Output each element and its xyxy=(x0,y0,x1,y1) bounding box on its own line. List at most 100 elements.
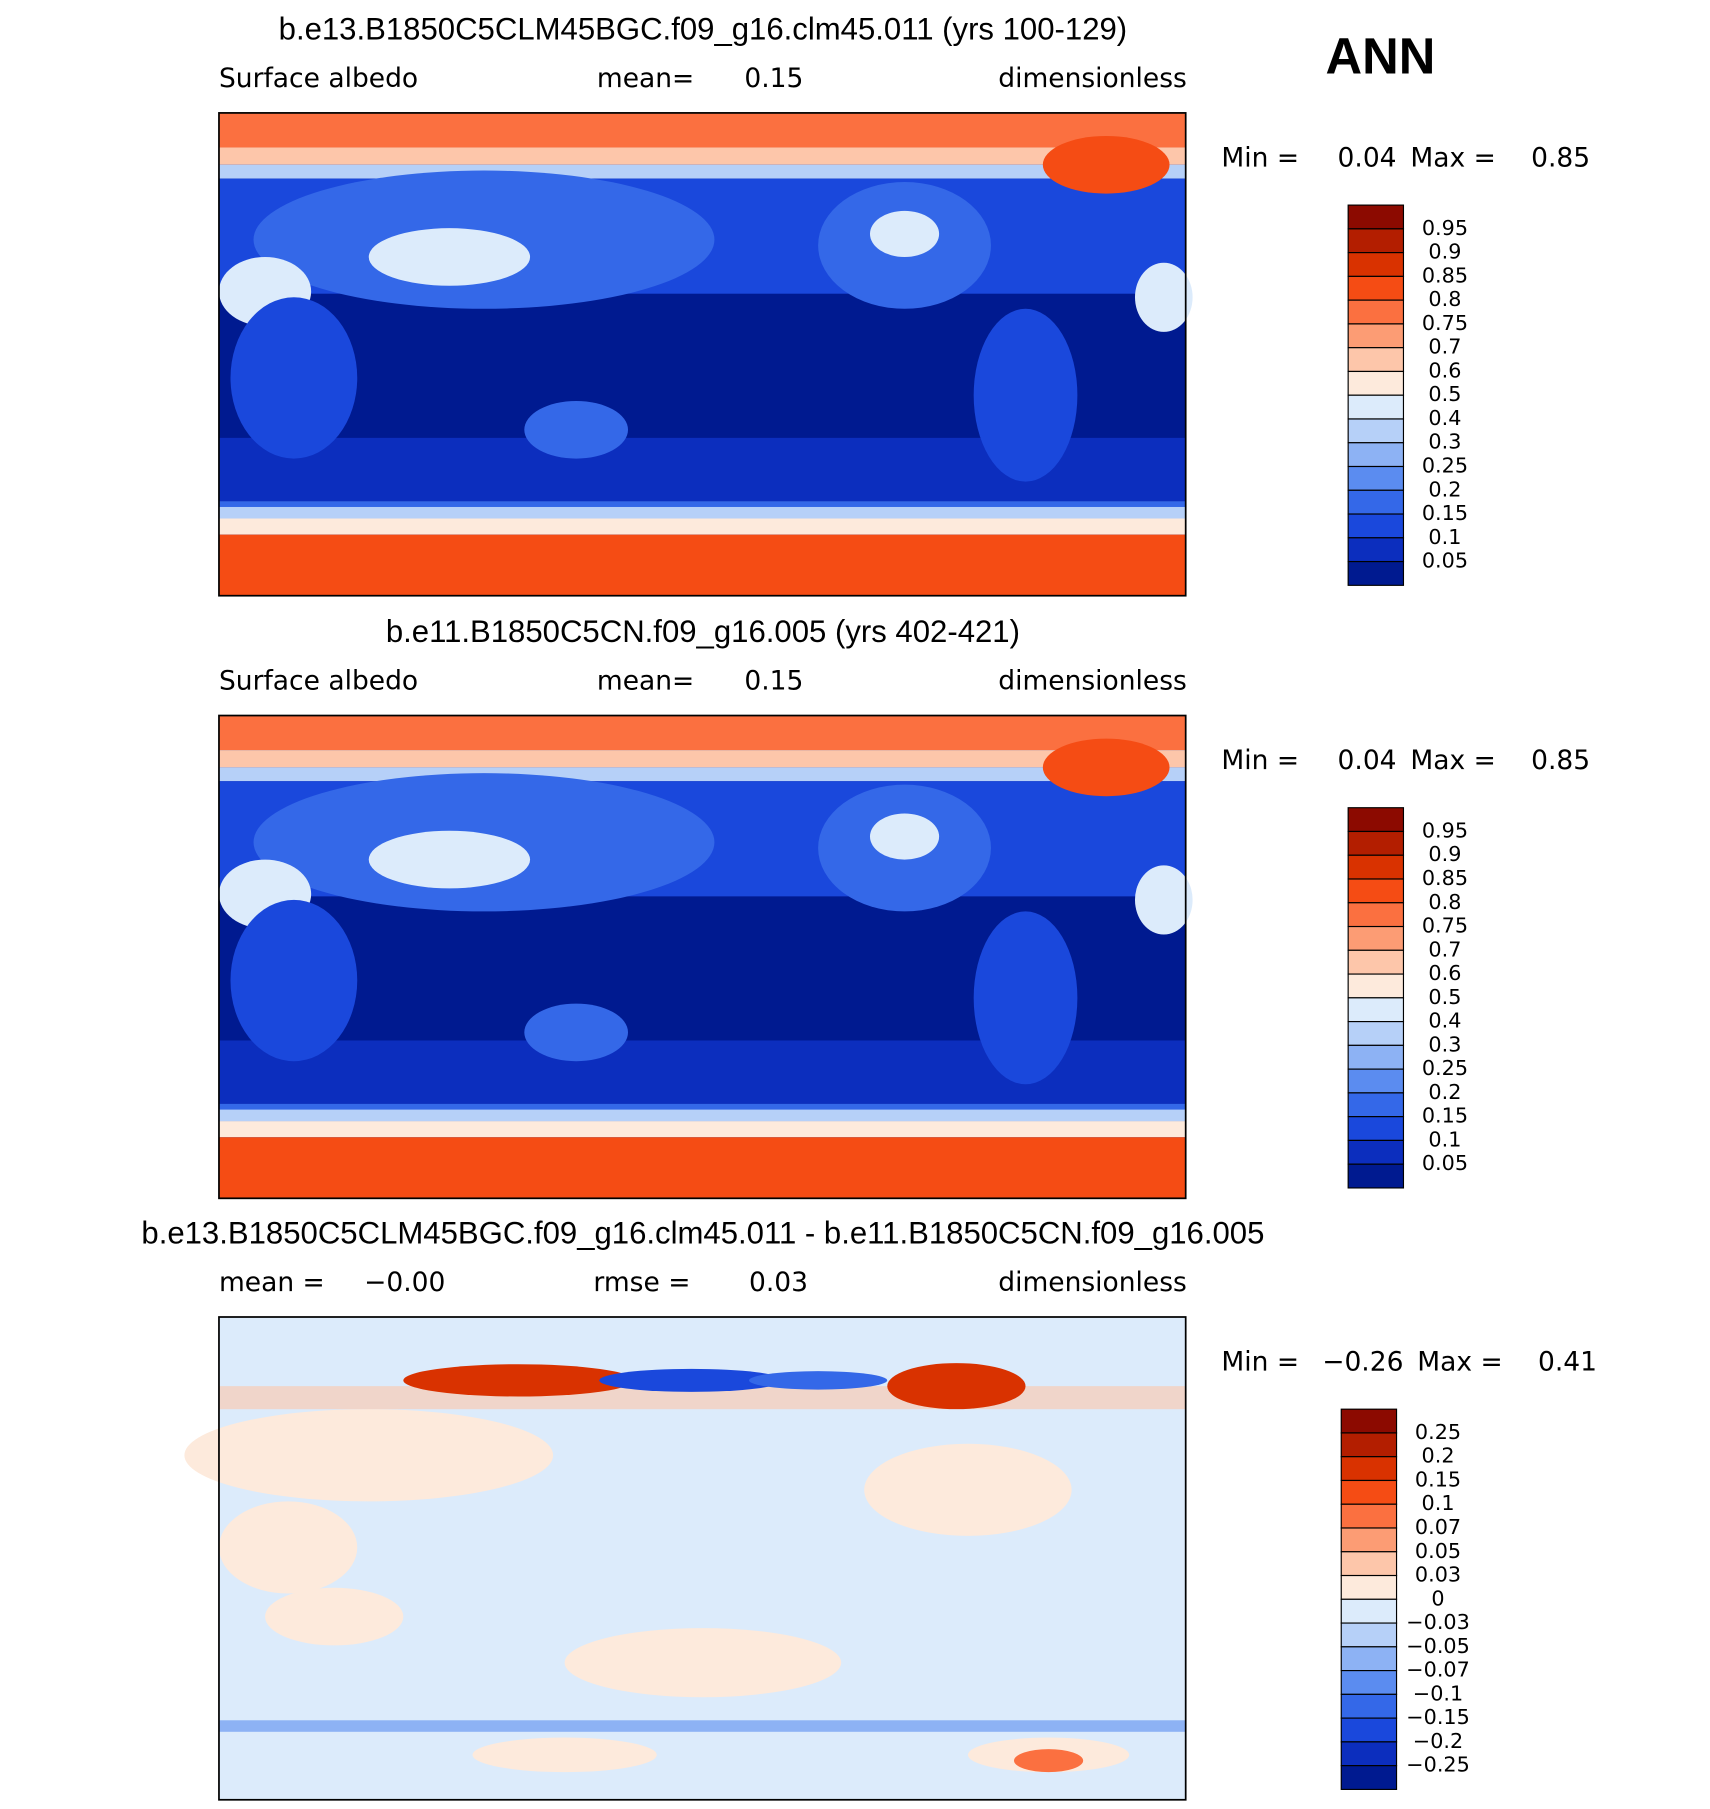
colorbar-box xyxy=(1347,299,1405,325)
range-text: 0.04 xyxy=(1338,745,1397,776)
colorbar-label: 0.05 xyxy=(1415,1539,1461,1563)
panel-subtitle: dimensionless xyxy=(998,1267,1187,1298)
map-frame xyxy=(218,1316,1187,1801)
colorbar-box xyxy=(1347,370,1405,396)
anomaly-patch xyxy=(1014,1749,1084,1773)
colorbar-box xyxy=(1340,1765,1398,1790)
panel-subtitle: −0.00 xyxy=(364,1267,445,1298)
colorbar-label: 0.9 xyxy=(1428,842,1461,866)
anomaly-patch xyxy=(864,1443,1072,1536)
map-frame xyxy=(218,112,1187,597)
colorbar-box xyxy=(1347,347,1405,373)
colorbar-label: 0.85 xyxy=(1422,263,1468,287)
range-text: Min = xyxy=(1221,745,1299,776)
map xyxy=(184,1316,1187,1801)
panel-subtitle: mean= xyxy=(597,63,694,94)
colorbar-label: 0.75 xyxy=(1422,311,1468,335)
colorbar-label: 0.15 xyxy=(1422,501,1468,525)
colorbar-box xyxy=(1347,973,1405,999)
range-text: 0.41 xyxy=(1538,1347,1597,1378)
colorbar-box xyxy=(1347,1116,1405,1141)
anomaly-patch xyxy=(748,1371,888,1390)
colorbar-box xyxy=(1347,854,1405,880)
colorbar-label: 0.2 xyxy=(1428,1080,1461,1104)
colorbar-label: 0.6 xyxy=(1428,961,1461,985)
colorbar-box xyxy=(1347,465,1405,491)
anomaly-band xyxy=(218,1720,1186,1732)
colorbar-box xyxy=(1340,1432,1398,1458)
map xyxy=(218,714,1193,1200)
colorbar-label: 0.1 xyxy=(1428,1127,1461,1151)
colorbar-label: 0.85 xyxy=(1422,866,1468,890)
colorbar-label: −0.1 xyxy=(1413,1681,1463,1705)
colorbar-label: 0.95 xyxy=(1422,818,1468,842)
colorbar-label: −0.03 xyxy=(1406,1610,1470,1634)
colorbar-box xyxy=(1340,1693,1398,1719)
panel-subtitle: 0.15 xyxy=(744,63,803,94)
colorbar-label: 0.75 xyxy=(1422,914,1468,938)
colorbar-label: 0.05 xyxy=(1422,1151,1468,1175)
colorbar-label: 0.2 xyxy=(1422,1444,1455,1468)
colorbar-box xyxy=(1347,1068,1405,1094)
colorbar-box xyxy=(1347,902,1405,928)
colorbar-label: 0.15 xyxy=(1415,1467,1461,1491)
colorbar-box xyxy=(1340,1741,1398,1767)
colorbar-box xyxy=(1340,1503,1398,1529)
colorbar-box xyxy=(1347,1092,1405,1118)
colorbar-label: 0.03 xyxy=(1415,1563,1461,1587)
colorbar-label: 0.7 xyxy=(1428,937,1461,961)
colorbar-label: 0.1 xyxy=(1422,1491,1455,1515)
colorbar-label: −0.05 xyxy=(1406,1634,1470,1658)
colorbar-label: 0.07 xyxy=(1415,1515,1461,1539)
colorbar-box xyxy=(1347,1139,1405,1165)
colorbar-label: 0.7 xyxy=(1428,335,1461,359)
colorbar-label: −0.15 xyxy=(1406,1705,1470,1729)
anomaly-patch xyxy=(184,1409,554,1502)
colorbar-box xyxy=(1347,513,1405,539)
colorbar-box xyxy=(1340,1717,1398,1743)
colorbar-box xyxy=(1347,442,1405,468)
colorbar-box xyxy=(1347,204,1405,230)
range-text: Max = xyxy=(1410,745,1495,776)
anomaly-patch xyxy=(599,1368,784,1392)
map-field xyxy=(218,715,1193,1199)
colorbar-label: 0.5 xyxy=(1428,985,1461,1009)
colorbar-box xyxy=(1347,1044,1405,1070)
colorbar-label: −0.07 xyxy=(1406,1658,1470,1682)
map xyxy=(218,112,1193,597)
colorbar-box xyxy=(1347,997,1405,1023)
colorbar-box xyxy=(1340,1670,1398,1695)
colorbar-box xyxy=(1347,1021,1405,1046)
colorbar-box xyxy=(1347,418,1405,444)
colorbar-label: 0.3 xyxy=(1428,1032,1461,1056)
colorbar-box xyxy=(1347,560,1405,586)
colorbar-label: 0.4 xyxy=(1428,406,1461,430)
panel-subtitle: 0.15 xyxy=(744,666,803,697)
colorbar-box xyxy=(1340,1408,1398,1434)
anomaly-patch xyxy=(564,1628,842,1698)
season-label: ANN xyxy=(1326,27,1436,84)
colorbar-label: 0.15 xyxy=(1422,1104,1468,1128)
colorbar-box xyxy=(1347,925,1405,951)
panel-title: b.e11.B1850C5CN.f09_g16.005 (yrs 402-421… xyxy=(386,614,1020,649)
range-text: 0.04 xyxy=(1338,143,1397,174)
map-frame xyxy=(218,714,1187,1200)
colorbar-box xyxy=(1347,252,1405,277)
range-text: Max = xyxy=(1417,1347,1502,1378)
colorbar-label: 0.4 xyxy=(1428,1009,1461,1033)
colorbar-label: 0.25 xyxy=(1422,1056,1468,1080)
colorbar-box xyxy=(1340,1551,1398,1577)
range-text: 0.85 xyxy=(1531,143,1590,174)
range-text: 0.85 xyxy=(1531,745,1590,776)
colorbar-box xyxy=(1347,228,1405,254)
colorbar-box xyxy=(1347,1163,1405,1189)
range-text: Max = xyxy=(1410,143,1495,174)
panel-subtitle: dimensionless xyxy=(998,63,1187,94)
colorbar-label: 0.6 xyxy=(1428,358,1461,382)
colorbar-label: 0.2 xyxy=(1428,477,1461,501)
colorbar-label: −0.25 xyxy=(1406,1753,1470,1777)
anomaly-patch xyxy=(218,1501,358,1594)
anomaly-patch xyxy=(887,1363,1026,1410)
colorbar-box xyxy=(1347,878,1405,904)
